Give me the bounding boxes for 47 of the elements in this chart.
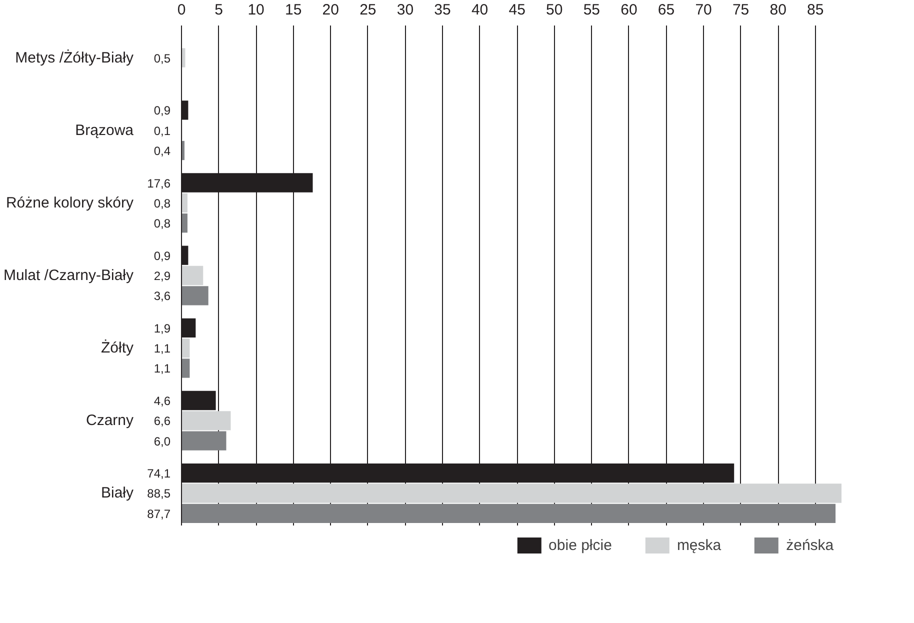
data-label: 0,8	[154, 196, 171, 210]
x-tick-label: 70	[695, 2, 712, 18]
data-label: 0,9	[154, 104, 171, 118]
data-label: 1,1	[154, 342, 171, 356]
data-label: 0,1	[154, 124, 171, 138]
data-label: 0,4	[154, 144, 171, 158]
x-tick-label: 75	[732, 2, 750, 18]
x-tick-label: 5	[214, 2, 223, 18]
data-label: 1,1	[154, 362, 171, 376]
data-label: 74,1	[147, 466, 171, 481]
x-tick-label: 30	[396, 2, 414, 18]
data-label: 0,9	[154, 248, 171, 263]
data-label: 87,7	[147, 506, 171, 521]
legend-label: męska	[676, 536, 722, 554]
x-tick-label: 35	[434, 2, 451, 18]
x-tick-label: 55	[583, 2, 600, 18]
x-tick-label: 80	[770, 2, 786, 18]
x-tick-label: 50	[546, 2, 563, 18]
x-tick-label: 45	[508, 2, 526, 18]
data-label: 2,9	[154, 269, 171, 283]
x-tick-label: 15	[285, 2, 302, 18]
data-label: 3,6	[154, 289, 171, 304]
y-tick-label: Mulat /Czarny-Biały	[3, 267, 134, 284]
x-tick-label: 40	[471, 2, 488, 18]
data-label: 17,6	[147, 176, 171, 190]
y-tick-label: Różne kolory skóry	[6, 194, 134, 212]
x-tick-label: 25	[360, 2, 376, 18]
x-tick-label: 20	[322, 2, 339, 18]
y-tick-label: Biały	[100, 484, 134, 502]
data-label: 4,6	[154, 394, 171, 408]
y-tick-label: Metys /Żółty-Biały	[15, 48, 134, 66]
legend-label: żeńska	[786, 536, 834, 554]
y-tick-label: Brązowa	[75, 122, 134, 139]
data-label: 0,8	[154, 216, 171, 231]
legend-label: obie płcie	[548, 536, 612, 554]
x-tick-label: 85	[807, 2, 824, 18]
y-tick-label: Żółty	[100, 338, 134, 357]
data-label: 1,9	[154, 321, 171, 336]
y-tick-label: Czarny	[86, 412, 134, 430]
data-label: 0,5	[154, 51, 171, 66]
data-label: 6,6	[154, 414, 171, 428]
data-label: 6,0	[154, 434, 171, 448]
x-tick-label: 10	[248, 2, 264, 18]
x-tick-label: 65	[658, 2, 675, 18]
x-tick-label: 0	[177, 2, 186, 18]
x-tick-label: 60	[620, 2, 638, 18]
data-label: 88,5	[147, 486, 171, 501]
